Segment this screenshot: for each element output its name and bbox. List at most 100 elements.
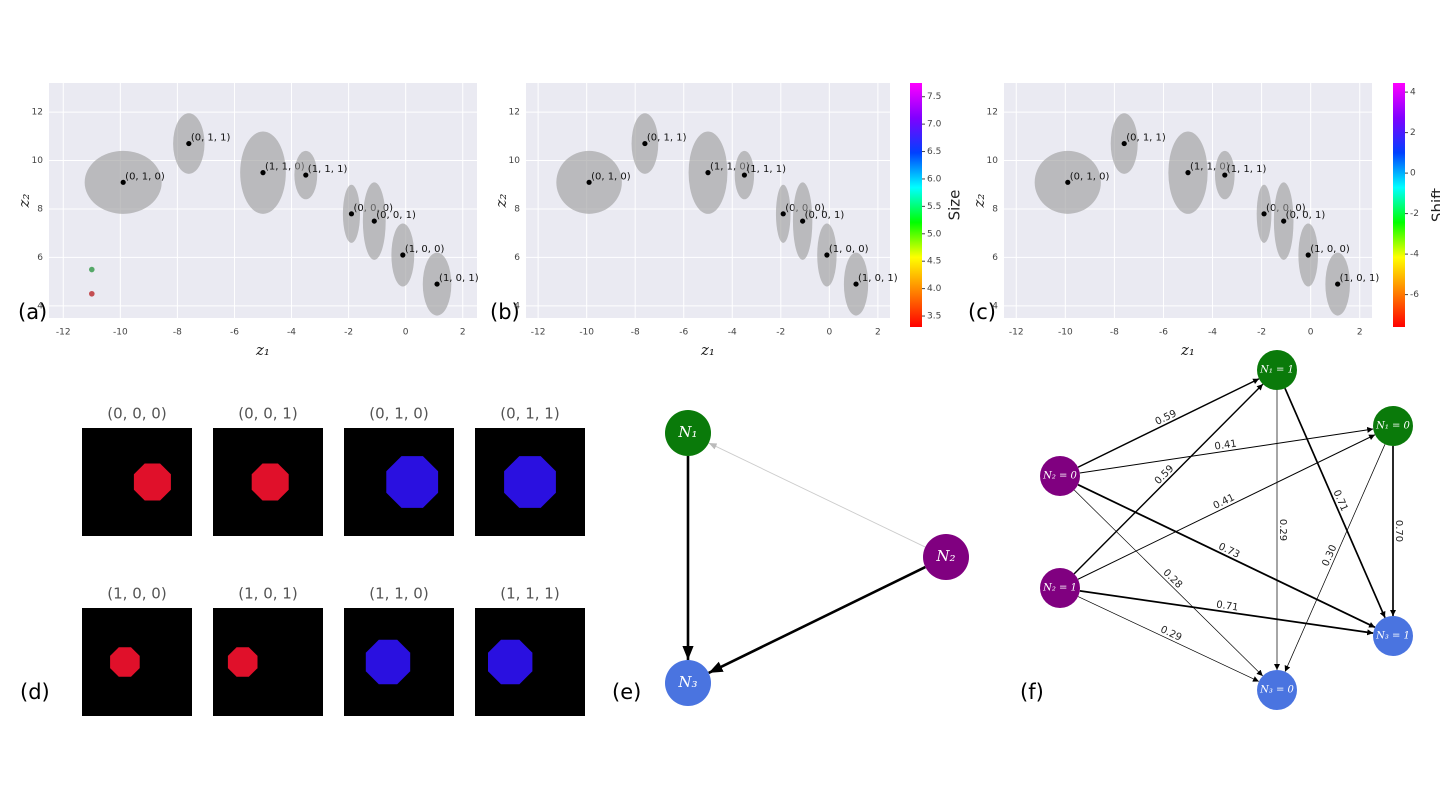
colorbar-label: Size [946, 190, 964, 221]
edge-weight: 0.70 [1393, 520, 1404, 542]
cluster-center [800, 218, 806, 224]
graph-node [1373, 406, 1413, 446]
cluster-center [1121, 140, 1127, 147]
graph-node [1257, 350, 1297, 390]
edge-weight: 0.30 [1320, 543, 1339, 568]
colorbar-tick-label: 5.0 [927, 229, 942, 239]
graph-node [1257, 670, 1297, 710]
cluster-center [1065, 179, 1071, 185]
cluster-center [1335, 281, 1341, 287]
x-tick-label: -12 [56, 328, 71, 338]
x-tick-label: -6 [679, 328, 688, 338]
scatter-panel: -12 -10 -8 -6 -4 -2 0 2 4 6 8 10 12 z₁ z₂ (0, 1, 0) (0, … [970, 83, 1440, 359]
cluster-label: (0, 1, 1) [647, 133, 687, 144]
graph-edge [1079, 426, 1374, 474]
node-label: N₁ = 0 [1375, 421, 1410, 432]
cluster-label: (1, 1, 1) [1227, 164, 1267, 175]
graph-edge [1077, 483, 1376, 629]
cluster-label: (0, 1, 0) [125, 171, 165, 182]
cluster-center [1305, 252, 1311, 258]
colorbar-tick-label: 0 [1410, 169, 1416, 179]
image-title: (1, 0, 0) [107, 585, 166, 603]
x-tick-label: -4 [1208, 328, 1217, 338]
cluster-label: (0, 1, 0) [591, 171, 631, 182]
point [89, 290, 95, 297]
graph-edge [1074, 489, 1263, 677]
graph-edge [1073, 383, 1264, 575]
node-label: N₃ = 0 [1259, 685, 1294, 696]
cluster-label: (1, 1, 0) [265, 162, 305, 173]
node-label: N₂ [935, 547, 955, 565]
colorbar [910, 83, 922, 327]
cluster-center [400, 252, 406, 258]
image-shape [365, 639, 411, 685]
y-tick-label: 12 [32, 108, 43, 118]
cluster-label: (0, 1, 1) [1126, 133, 1166, 144]
colorbar-tick-label: 4 [1410, 88, 1416, 98]
graph-edge [1284, 387, 1386, 619]
x-tick-label: 2 [875, 328, 881, 338]
y-tick-label: 8 [992, 204, 998, 214]
x-tick-label: 0 [403, 328, 409, 338]
y-tick-label: 6 [992, 253, 998, 263]
point [89, 266, 95, 273]
edge-weight: 0.41 [1214, 438, 1238, 452]
x-tick-label: -12 [1009, 328, 1024, 338]
cluster-center [260, 170, 266, 176]
cluster-center [186, 140, 192, 147]
node-label: N₃ [677, 673, 697, 691]
panel-label: (c) [968, 300, 996, 324]
panel-label: (e) [612, 680, 641, 704]
x-axis-label: z₁ [1180, 341, 1195, 359]
edge-weight: 0.41 [1212, 492, 1237, 512]
x-tick-label: -6 [1159, 328, 1168, 338]
y-tick-label: 4 [992, 301, 998, 311]
y-tick-label: 6 [37, 253, 43, 263]
x-tick-label: -6 [230, 328, 239, 338]
x-tick-label: -12 [531, 328, 546, 338]
cluster-label: (1, 1, 0) [1190, 162, 1230, 173]
y-tick-label: 12 [509, 108, 520, 118]
cluster-center [705, 170, 711, 176]
panel-label: (d) [20, 680, 50, 704]
x-tick-label: -10 [1058, 328, 1073, 338]
cluster-label: (0, 1, 1) [191, 133, 231, 144]
graph-node [1373, 616, 1413, 656]
graph-edge [1079, 590, 1374, 636]
x-tick-label: -8 [1110, 328, 1119, 338]
y-tick-label: 8 [514, 204, 520, 214]
image-title: (1, 1, 0) [369, 585, 428, 603]
y-tick-label: 8 [37, 204, 43, 214]
y-axis-label: z₂ [492, 194, 510, 209]
y-tick-label: 10 [509, 156, 521, 166]
cluster-label: (1, 0, 0) [405, 244, 445, 255]
graph-edge [1284, 444, 1386, 672]
image-shape [110, 647, 140, 677]
cluster-center [642, 140, 648, 147]
panel-label: (a) [18, 300, 47, 324]
cluster-label: (1, 0, 0) [1310, 244, 1350, 255]
cluster-center [741, 172, 748, 178]
colorbar-tick-label: 3.5 [927, 312, 941, 322]
image-title: (0, 0, 1) [238, 405, 297, 423]
x-tick-label: 2 [460, 328, 466, 338]
y-axis-label: z₂ [970, 194, 988, 209]
panel-label: (f) [1020, 680, 1044, 704]
graph-node [1040, 568, 1080, 608]
cluster-center [780, 211, 786, 217]
image-title: (0, 1, 1) [500, 405, 559, 423]
colorbar-tick-label: 2 [1410, 128, 1416, 138]
y-axis-label: z₂ [15, 194, 33, 209]
y-tick-label: 6 [514, 253, 520, 263]
colorbar-label: Shift [1429, 188, 1440, 222]
colorbar-tick-label: 6.0 [927, 174, 942, 184]
cluster-center [1222, 172, 1228, 178]
panel-label: (b) [490, 300, 520, 324]
colorbar-tick-label: 7.5 [927, 92, 941, 102]
colorbar-tick-label: 5.5 [927, 202, 941, 212]
image-title: (1, 0, 1) [238, 585, 297, 603]
image-shape [133, 463, 171, 501]
x-tick-label: -8 [631, 328, 640, 338]
x-tick-label: -2 [776, 328, 785, 338]
